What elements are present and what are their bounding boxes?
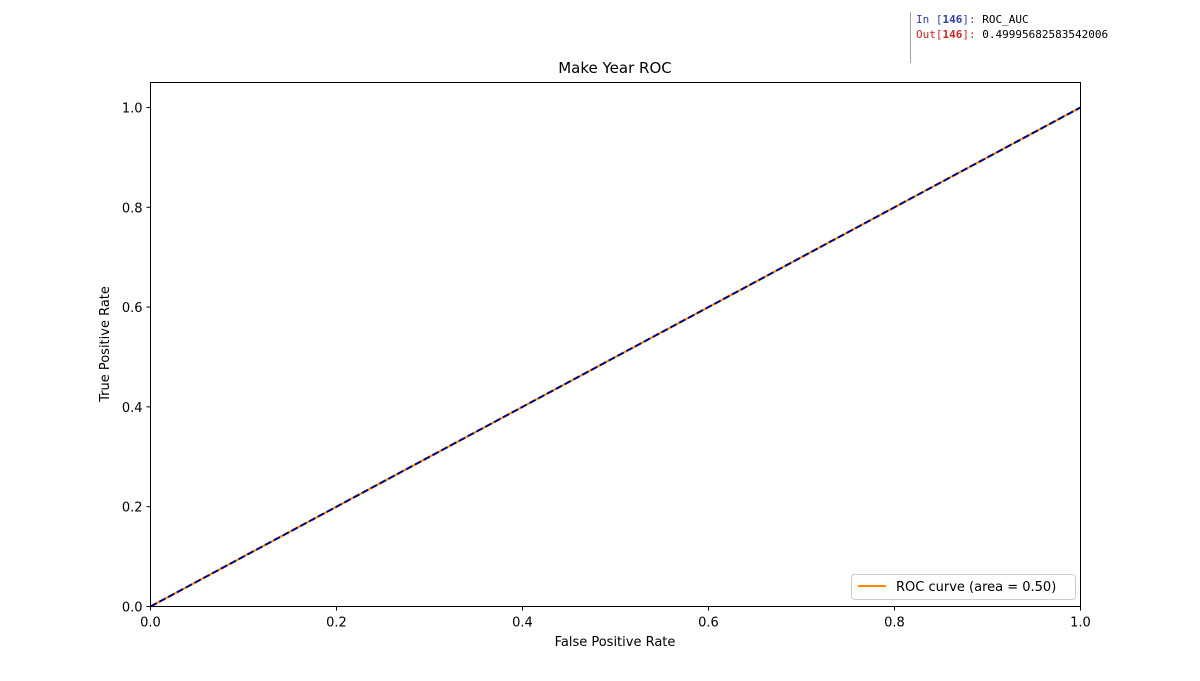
- y-tick-label: 0.0: [122, 601, 143, 616]
- legend-label-roc: ROC curve (area = 0.50): [896, 580, 1056, 595]
- x-axis-label: False Positive Rate: [555, 635, 676, 650]
- roc-curve-line: [150, 106, 1081, 608]
- y-tick-label: 0.2: [122, 501, 143, 516]
- y-tick-label: 1.0: [122, 101, 143, 116]
- series-layer: [150, 106, 1081, 608]
- x-tick-label: 0.4: [512, 616, 533, 631]
- out-execution-count: 146: [942, 28, 963, 41]
- in-execution-count: 146: [942, 13, 963, 26]
- x-tick-label: 1.0: [1070, 616, 1091, 631]
- x-tick-label: 0.0: [140, 616, 161, 631]
- notebook-output-cell: In [146]: ROC_AUC Out[146]: 0.4999568258…: [910, 12, 1108, 63]
- output-line: Out[146]: 0.49995682583542006: [916, 28, 1109, 41]
- x-tick-label: 0.8: [884, 616, 905, 631]
- y-tick-label: 0.4: [122, 401, 143, 416]
- legend: ROC curve (area = 0.50): [851, 574, 1076, 600]
- y-axis-ticks: 0.0 0.2 0.4 0.6 0.8 1.0: [122, 101, 151, 616]
- chance-diagonal-line: [150, 106, 1081, 608]
- x-tick-label: 0.6: [698, 616, 719, 631]
- chart-title: Make Year ROC: [558, 59, 672, 77]
- y-tick-label: 0.6: [122, 301, 143, 316]
- legend-box: [851, 574, 1076, 600]
- y-axis-label: True Positive Rate: [98, 286, 113, 403]
- y-tick-label: 0.8: [122, 201, 143, 216]
- output-value: 0.49995682583542006: [982, 28, 1109, 41]
- input-line: In [146]: ROC_AUC: [916, 13, 1029, 26]
- x-tick-label: 0.2: [326, 616, 347, 631]
- input-code: ROC_AUC: [982, 13, 1029, 26]
- out-prompt: Out: [916, 28, 936, 41]
- x-axis-ticks: 0.0 0.2 0.4 0.6 0.8 1.0: [140, 606, 1091, 631]
- in-prompt: In: [916, 13, 930, 26]
- plot-frame: [150, 82, 1081, 607]
